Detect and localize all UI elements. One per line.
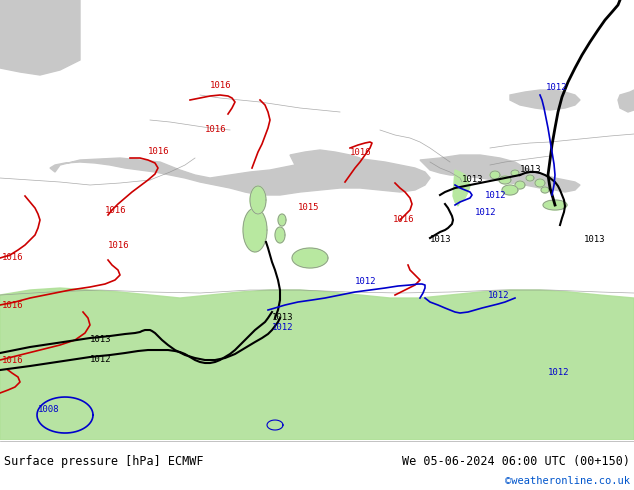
Text: 1013: 1013 [520,165,541,174]
Text: 1013: 1013 [272,313,294,322]
Text: 1013: 1013 [430,235,451,244]
Polygon shape [618,90,634,112]
Text: 1016: 1016 [105,206,127,215]
Text: ©weatheronline.co.uk: ©weatheronline.co.uk [505,476,630,486]
Text: 1016: 1016 [393,215,415,224]
Polygon shape [243,208,267,252]
Text: 1016: 1016 [350,148,372,157]
Text: 1013: 1013 [462,175,484,184]
Text: 1012: 1012 [355,277,377,286]
Polygon shape [499,176,511,184]
Polygon shape [515,181,525,189]
Polygon shape [453,170,470,206]
Text: 1016: 1016 [205,125,226,134]
Polygon shape [541,187,549,193]
Text: 1015: 1015 [298,203,320,212]
Text: 1012: 1012 [90,355,112,364]
Text: 1012: 1012 [488,291,510,300]
Text: 1012: 1012 [485,191,507,200]
Polygon shape [0,288,634,440]
Text: Surface pressure [hPa] ECMWF: Surface pressure [hPa] ECMWF [4,455,204,468]
Text: 1012: 1012 [548,368,569,377]
Text: 1012: 1012 [475,208,496,217]
Polygon shape [420,155,580,192]
Text: 1016: 1016 [2,253,23,262]
Polygon shape [510,90,580,110]
Polygon shape [250,186,266,214]
Polygon shape [511,170,519,176]
Text: 1013: 1013 [584,235,605,244]
Text: 1016: 1016 [2,301,23,310]
Text: 1016: 1016 [148,147,169,156]
Polygon shape [502,185,518,195]
Polygon shape [290,150,360,172]
Polygon shape [278,214,286,226]
Text: 1008: 1008 [38,405,60,414]
Polygon shape [543,200,567,210]
Polygon shape [535,179,545,187]
Text: 1016: 1016 [2,356,23,365]
Text: 1012: 1012 [272,323,294,332]
Text: We 05-06-2024 06:00 UTC (00+150): We 05-06-2024 06:00 UTC (00+150) [402,455,630,468]
Polygon shape [0,0,80,75]
Polygon shape [292,248,328,268]
Text: 1016: 1016 [210,81,231,90]
Text: 1013: 1013 [90,335,112,344]
Polygon shape [275,227,285,243]
Text: 1016: 1016 [108,241,129,250]
Polygon shape [490,171,500,179]
Polygon shape [50,158,430,195]
Polygon shape [526,175,534,181]
Text: 1012: 1012 [546,83,567,92]
